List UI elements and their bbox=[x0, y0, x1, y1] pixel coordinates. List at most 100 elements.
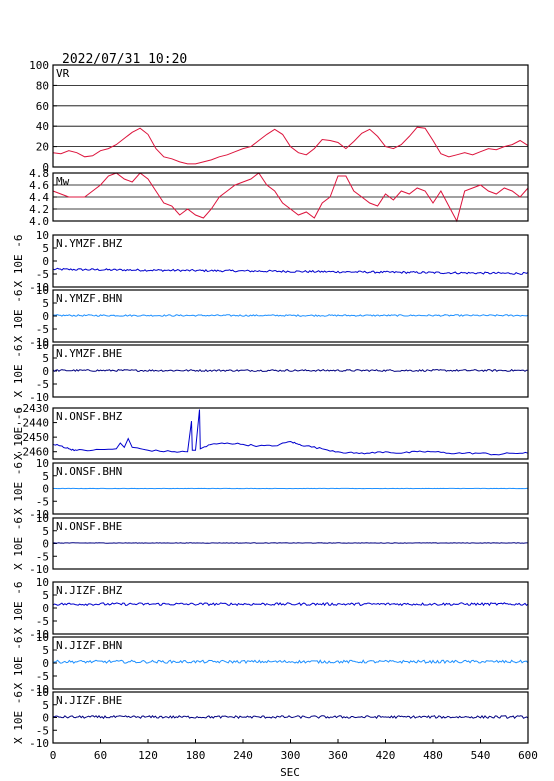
series-line-jizf-bhz bbox=[52, 602, 529, 607]
y-axis-label: X 10E -6 bbox=[12, 345, 25, 398]
y-tick-label: 4.2 bbox=[29, 203, 49, 216]
y-tick-label: 40 bbox=[36, 120, 49, 133]
panel-frame bbox=[52, 64, 529, 168]
y-tick-label: 4.4 bbox=[29, 191, 49, 204]
x-tick-label: 480 bbox=[423, 749, 443, 762]
y-axis-label: X 10E -6 bbox=[12, 691, 25, 744]
y-tick-label: -10 bbox=[29, 391, 49, 404]
y-tick-label: 5 bbox=[42, 242, 49, 255]
y-tick-label: 10 bbox=[36, 284, 49, 297]
y-tick-label: 10 bbox=[36, 631, 49, 644]
panel-title: N.YMZF.BHE bbox=[56, 347, 122, 360]
panel-frame bbox=[52, 289, 529, 343]
y-tick-label: -5 bbox=[36, 724, 49, 737]
x-tick-label: 420 bbox=[376, 749, 396, 762]
x-tick-label: 180 bbox=[186, 749, 206, 762]
y-tick-label: 5 bbox=[42, 589, 49, 602]
panel-mw: 4.04.24.44.64.8 Mw bbox=[29, 167, 529, 228]
y-tick-label: -2460 bbox=[16, 446, 49, 459]
panel-frame bbox=[52, 691, 529, 744]
y-tick-label: 5 bbox=[42, 470, 49, 483]
panel-title: N.ONSF.BHZ bbox=[56, 410, 123, 423]
series-line-ymzf-bhz bbox=[52, 267, 529, 275]
y-tick-label: -5 bbox=[36, 615, 49, 628]
panel-frame bbox=[52, 344, 529, 398]
y-tick-label: 20 bbox=[36, 141, 49, 154]
x-tick-label: 0 bbox=[50, 749, 57, 762]
y-tick-label: 4.6 bbox=[29, 179, 49, 192]
y-tick-label: 0 bbox=[42, 538, 49, 551]
x-axis-label: SEC bbox=[280, 766, 300, 779]
y-tick-label: 0 bbox=[42, 483, 49, 496]
panel-frame bbox=[52, 517, 529, 570]
panel-title: N.ONSF.BHN bbox=[56, 465, 122, 478]
panel-title: N.JIZF.BHN bbox=[56, 639, 122, 652]
x-tick-label: 300 bbox=[281, 749, 301, 762]
y-axis-label: X 10E -6 bbox=[12, 637, 25, 690]
y-tick-label: -2440 bbox=[16, 417, 49, 430]
y-tick-label: 10 bbox=[36, 229, 49, 242]
y-tick-label: -10 bbox=[29, 683, 49, 696]
series-line-mw bbox=[52, 172, 529, 223]
y-axis-label: X 10E -6 bbox=[12, 462, 25, 515]
panel-vr: 0 20 40 60 80 100 VR bbox=[29, 59, 529, 174]
y-tick-label: 10 bbox=[36, 457, 49, 470]
y-axis-label: X 10E -6 bbox=[12, 582, 25, 635]
y-tick-label: 0 bbox=[42, 657, 49, 670]
panel-frame bbox=[52, 234, 529, 288]
y-tick-label: 10 bbox=[36, 686, 49, 699]
y-tick-label: 0 bbox=[42, 712, 49, 725]
y-tick-label: -2450 bbox=[16, 431, 49, 444]
y-axis-label: X 10E -6 bbox=[12, 517, 25, 570]
panel-frame bbox=[52, 462, 529, 515]
panel-frame bbox=[52, 581, 529, 635]
y-tick-label: 0 bbox=[42, 161, 49, 174]
y-tick-label: -10 bbox=[29, 336, 49, 349]
y-tick-label: -5 bbox=[36, 268, 49, 281]
y-tick-label: -5 bbox=[36, 495, 49, 508]
y-tick-label: 80 bbox=[36, 79, 49, 92]
y-tick-label: 5 bbox=[42, 525, 49, 538]
y-tick-label: -2430 bbox=[16, 402, 49, 415]
y-tick-label: 0 bbox=[42, 602, 49, 615]
y-tick-label: -10 bbox=[29, 508, 49, 521]
series-line-jizf-bhe bbox=[52, 714, 529, 720]
panel-title: N.ONSF.BHE bbox=[56, 520, 122, 533]
series-line-ymzf-bhe bbox=[52, 368, 528, 373]
x-axis: 0 60 120 180 240 300 360 420 480 540 600 bbox=[50, 739, 538, 762]
y-tick-label: -10 bbox=[29, 628, 49, 641]
y-tick-label: 4.8 bbox=[29, 167, 49, 180]
x-tick-label: 240 bbox=[233, 749, 253, 762]
panel-frame bbox=[52, 636, 529, 690]
y-tick-label: 5 bbox=[42, 297, 49, 310]
y-tick-label: -10 bbox=[29, 281, 49, 294]
y-tick-label: 5 bbox=[42, 352, 49, 365]
y-tick-label: 0 bbox=[42, 310, 49, 323]
panel-title: N.JIZF.BHE bbox=[56, 694, 122, 707]
y-axis-label: X 10E -6 bbox=[12, 235, 25, 288]
y-tick-label: -5 bbox=[36, 670, 49, 683]
y-tick-label: 5 bbox=[42, 644, 49, 657]
series-line-vr bbox=[52, 126, 529, 165]
y-tick-label: -5 bbox=[36, 378, 49, 391]
y-tick-label: 4.0 bbox=[29, 215, 49, 228]
series-line-jizf-bhn bbox=[52, 659, 529, 665]
panel-title: N.YMZF.BHN bbox=[56, 292, 122, 305]
y-tick-label: 60 bbox=[36, 100, 49, 113]
panel-frame bbox=[52, 407, 529, 460]
y-tick-label: 10 bbox=[36, 576, 49, 589]
panel-title: VR bbox=[56, 67, 70, 80]
x-tick-label: 120 bbox=[138, 749, 158, 762]
y-tick-label: -10 bbox=[29, 563, 49, 576]
panel-title: N.YMZF.BHZ bbox=[56, 237, 123, 250]
